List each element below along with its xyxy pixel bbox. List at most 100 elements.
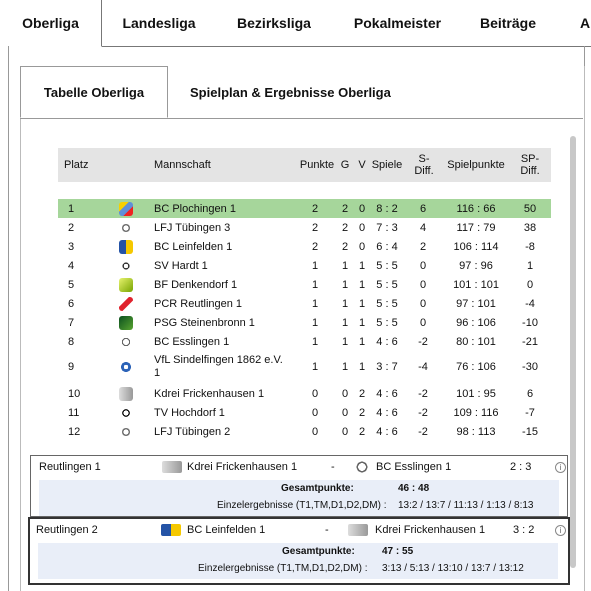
row-spdiff: 6 (526, 387, 534, 400)
row-spdiff: 0 (526, 278, 534, 291)
header-spdiff: SP- Diff. (520, 153, 540, 177)
row-punkte: 2 (311, 240, 319, 253)
row-platz: 9 (68, 361, 75, 373)
row-spielpunkte: 101 : 101 (453, 278, 499, 291)
header-spiele: Spiele (371, 159, 403, 171)
row-spiele: 5 : 5 (376, 278, 398, 291)
row-spielpunkte: 101 : 95 (456, 387, 496, 400)
header-spielpunkte: Spielpunkte (447, 159, 505, 171)
row-sdiff: -2 (418, 387, 428, 400)
vertical-scrollbar[interactable] (570, 136, 576, 568)
row-platz: 4 (68, 259, 75, 272)
row-sdiff: 0 (419, 259, 427, 272)
match1-right-team: BC Esslingen 1 (376, 461, 452, 473)
row-platz: 6 (68, 297, 75, 310)
row-platz: 11 (68, 406, 80, 419)
row-spdiff: 1 (526, 259, 534, 272)
row-v: 0 (358, 202, 366, 215)
tab-landesliga[interactable]: Landesliga (122, 15, 196, 31)
match1-dash: - (331, 461, 335, 473)
row-g: 2 (341, 221, 349, 234)
row-team: SV Hardt 1 (154, 259, 208, 272)
row-spdiff: -10 (522, 316, 538, 329)
row-g: 1 (341, 259, 349, 272)
row-spiele: 8 : 2 (376, 202, 398, 215)
row-v: 2 (358, 425, 366, 438)
row-v: 0 (358, 240, 366, 253)
team-icon-leinfelden (161, 524, 181, 536)
row-platz: 8 (68, 335, 75, 348)
match2-score: 3 : 2 (513, 524, 535, 536)
team-logo-icon (119, 201, 133, 216)
row-spielpunkte: 116 : 66 (456, 202, 496, 215)
tab-oberliga[interactable]: Oberliga (0, 0, 102, 47)
row-v: 1 (358, 278, 366, 291)
tab-beitraege[interactable]: Beiträge (479, 15, 537, 31)
sub-tabs: Tabelle Oberliga Spielplan & Ergebnisse … (20, 66, 583, 119)
team-logo-icon (119, 424, 133, 439)
header-platz: Platz (64, 159, 89, 171)
row-spielpunkte: 106 : 114 (453, 240, 499, 253)
row-spielpunkte: 80 : 101 (456, 335, 496, 348)
row-v: 1 (358, 335, 366, 348)
match1-einzel-label: Einzelergebnisse (T1,TM,D1,D2,DM) : (217, 499, 387, 511)
row-spdiff: -4 (525, 297, 535, 310)
info-icon[interactable]: i (555, 525, 566, 536)
team-logo-icon (119, 405, 133, 420)
table-header: Platz Mannschaft Punkte G V Spiele S- Di… (58, 148, 551, 182)
row-spielpunkte: 76 : 106 (456, 361, 496, 373)
row-v: 2 (358, 387, 366, 400)
row-team: LFJ Tübingen 2 (154, 425, 231, 438)
row-spdiff: -30 (522, 361, 538, 373)
row-punkte: 1 (311, 259, 319, 272)
subtab-spielplan-ergebnisse-oberliga[interactable]: Spielplan & Ergebnisse Oberliga (190, 84, 391, 100)
row-punkte: 2 (311, 202, 319, 215)
header-v: V (358, 159, 366, 171)
tab-bezirksliga[interactable]: Bezirksliga (237, 15, 311, 31)
top-tabs: Oberliga Landesliga Bezirksliga Pokalmei… (0, 0, 591, 47)
team-logo-icon (119, 239, 133, 254)
info-icon[interactable]: i (555, 462, 566, 473)
row-spiele: 5 : 5 (376, 316, 398, 329)
row-punkte: 1 (311, 297, 319, 310)
row-team: PCR Reutlingen 1 (154, 297, 243, 310)
row-g: 2 (341, 240, 349, 253)
team-logo-icon (119, 277, 133, 292)
tab-pokalmeister[interactable]: Pokalmeister (353, 15, 442, 31)
row-spielpunkte: 109 : 116 (453, 406, 499, 419)
team-logo-icon (119, 296, 133, 311)
tab-a[interactable]: A (579, 15, 591, 31)
row-punkte: 1 (311, 278, 319, 291)
row-spielpunkte: 117 : 79 (456, 221, 496, 234)
subtab-tabelle-oberliga[interactable]: Tabelle Oberliga (20, 66, 168, 118)
team-logo-icon (119, 258, 133, 273)
header-punkte: Punkte (299, 159, 335, 171)
match2-gesamt-value: 47 : 55 (382, 545, 414, 557)
match2-left-team: BC Leinfelden 1 (187, 524, 266, 536)
match2-einzel-value: 3:13 / 5:13 / 13:10 / 13:7 / 13:12 (382, 562, 524, 574)
row-spiele: 4 : 6 (376, 406, 398, 419)
row-team: TV Hochdorf 1 (154, 406, 225, 419)
match-card-2: Reutlingen 2 BC Leinfelden 1 - Kdrei Fri… (28, 517, 570, 585)
row-spdiff: -8 (525, 240, 535, 253)
row-platz: 2 (68, 221, 75, 234)
row-g: 1 (341, 278, 349, 291)
row-spdiff: 38 (523, 221, 537, 234)
match2-right-team: Kdrei Frickenhausen 1 (375, 524, 486, 536)
row-spiele: 4 : 6 (376, 425, 398, 438)
row-spiele: 6 : 4 (376, 240, 398, 253)
team-icon-kdrei (348, 524, 368, 536)
row-team: BC Plochingen 1 (154, 202, 236, 215)
row-punkte: 0 (311, 425, 319, 438)
row-v: 1 (358, 259, 366, 272)
row-platz: 3 (68, 240, 75, 253)
match2-home: Reutlingen 2 (36, 524, 98, 536)
